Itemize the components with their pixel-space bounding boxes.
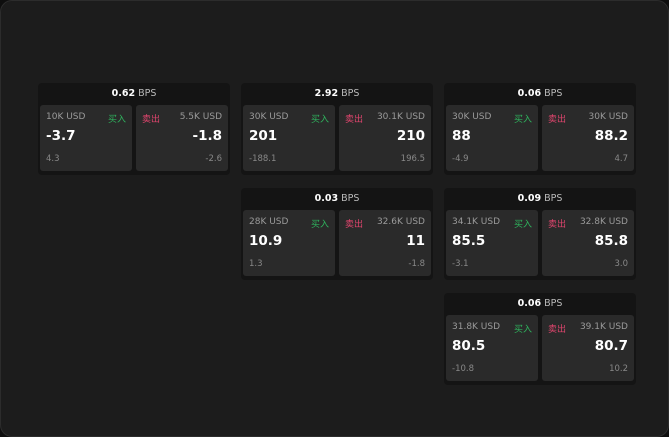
bid-size: 31.8K USD: [452, 322, 501, 332]
spread-unit: BPS: [544, 88, 563, 99]
ask-price: 85.8: [594, 233, 628, 249]
sell-label: 卖出: [345, 115, 364, 125]
spread-value: 0.03: [314, 193, 339, 204]
quote-card: 0.62 BPS 10K USD 买入 -3.7 4.3 卖出 5.5K USD -1…: [38, 83, 230, 175]
buy-panel[interactable]: 34.1K USD 买入 85.5 -3.1: [446, 210, 538, 276]
bid-price: 85.5: [452, 233, 486, 249]
bid-price: 80.5: [452, 338, 486, 354]
bid-price: 88: [452, 128, 471, 144]
bid-size: 30K USD: [452, 112, 492, 122]
spread-value: 0.06: [517, 88, 542, 99]
buy-panel[interactable]: 30K USD 买入 201 -188.1: [243, 105, 335, 171]
spread-unit: BPS: [341, 193, 360, 204]
spread-unit: BPS: [544, 193, 563, 204]
sell-panel[interactable]: 卖出 32.6K USD 11 -1.8: [339, 210, 431, 276]
sell-label: 卖出: [548, 220, 567, 230]
spread-unit: BPS: [138, 88, 157, 99]
spread-header: 0.09 BPS: [444, 188, 636, 210]
bid-size: 30K USD: [249, 112, 289, 122]
buy-panel[interactable]: 28K USD 买入 10.9 1.3: [243, 210, 335, 276]
sell-panel[interactable]: 卖出 39.1K USD 80.7 10.2: [542, 315, 634, 381]
bid-price: -3.7: [46, 128, 76, 144]
ask-change: 3.0: [614, 259, 628, 269]
buy-label: 买入: [310, 115, 329, 125]
ask-price: 11: [406, 233, 425, 249]
ask-price: 210: [396, 128, 425, 144]
buy-label: 买入: [513, 325, 532, 335]
bid-change: -188.1: [249, 154, 277, 164]
quote-card: 0.06 BPS 31.8K USD 买入 80.5 -10.8 卖出 39.1K U…: [444, 293, 636, 385]
quote-card: 0.09 BPS 34.1K USD 买入 85.5 -3.1 卖出 32.8K US…: [444, 188, 636, 280]
spread-unit: BPS: [341, 88, 360, 99]
spread-value: 0.06: [517, 298, 542, 309]
buy-panel[interactable]: 31.8K USD 买入 80.5 -10.8: [446, 315, 538, 381]
sell-label: 卖出: [548, 115, 567, 125]
buy-label: 买入: [107, 115, 126, 125]
spread-header: 2.92 BPS: [241, 83, 433, 105]
bid-change: -3.1: [452, 259, 469, 269]
buy-label: 买入: [513, 115, 532, 125]
ask-change: -1.8: [408, 259, 425, 269]
ask-change: 196.5: [400, 154, 425, 164]
buy-panel[interactable]: 30K USD 买入 88 -4.9: [446, 105, 538, 171]
spread-unit: BPS: [544, 298, 563, 309]
quote-card: 0.03 BPS 28K USD 买入 10.9 1.3 卖出 32.6K USD 1…: [241, 188, 433, 280]
bid-change: -4.9: [452, 154, 469, 164]
sell-label: 卖出: [345, 220, 364, 230]
spread-header: 0.06 BPS: [444, 293, 636, 315]
spread-value: 0.09: [517, 193, 542, 204]
bid-change: 1.3: [249, 259, 263, 269]
ask-size: 32.8K USD: [579, 217, 628, 227]
bid-change: 4.3: [46, 154, 60, 164]
ask-size: 30K USD: [588, 112, 628, 122]
quote-card: 2.92 BPS 30K USD 买入 201 -188.1 卖出 30.1K USD…: [241, 83, 433, 175]
buy-panel[interactable]: 10K USD 买入 -3.7 4.3: [40, 105, 132, 171]
buy-label: 买入: [310, 220, 329, 230]
ask-change: -2.6: [205, 154, 222, 164]
bid-change: -10.8: [452, 364, 474, 374]
bid-size: 34.1K USD: [452, 217, 501, 227]
spread-header: 0.62 BPS: [38, 83, 230, 105]
spread-value: 0.62: [111, 88, 136, 99]
spread-header: 0.06 BPS: [444, 83, 636, 105]
spread-header: 0.03 BPS: [241, 188, 433, 210]
bid-size: 28K USD: [249, 217, 289, 227]
ask-size: 32.6K USD: [376, 217, 425, 227]
ask-price: 88.2: [594, 128, 628, 144]
spread-value: 2.92: [314, 88, 339, 99]
sell-panel[interactable]: 卖出 32.8K USD 85.8 3.0: [542, 210, 634, 276]
ask-size: 5.5K USD: [179, 112, 222, 122]
sell-panel[interactable]: 卖出 30K USD 88.2 4.7: [542, 105, 634, 171]
buy-label: 买入: [513, 220, 532, 230]
ask-change: 4.7: [614, 154, 628, 164]
ask-price: 80.7: [594, 338, 628, 354]
sell-panel[interactable]: 卖出 30.1K USD 210 196.5: [339, 105, 431, 171]
sell-label: 卖出: [142, 115, 161, 125]
bid-price: 201: [249, 128, 278, 144]
ask-change: 10.2: [609, 364, 628, 374]
sell-label: 卖出: [548, 325, 567, 335]
ask-size: 30.1K USD: [376, 112, 425, 122]
sell-panel[interactable]: 卖出 5.5K USD -1.8 -2.6: [136, 105, 228, 171]
quote-card: 0.06 BPS 30K USD 买入 88 -4.9 卖出 30K USD 88.2…: [444, 83, 636, 175]
bid-size: 10K USD: [46, 112, 86, 122]
bid-price: 10.9: [249, 233, 283, 249]
ask-size: 39.1K USD: [579, 322, 628, 332]
ask-price: -1.8: [192, 128, 222, 144]
